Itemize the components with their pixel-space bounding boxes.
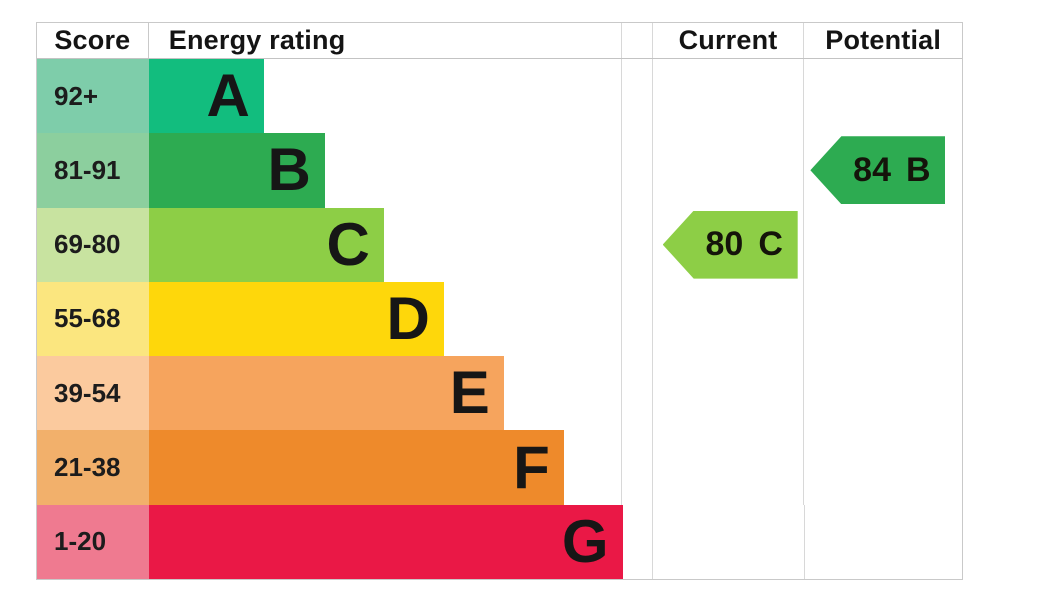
potential-rating-cell [805,505,962,579]
rating-row-e: 39-54 E [37,356,962,431]
header-score: Score [37,23,149,58]
header-energy-rating: Energy rating [149,23,622,58]
current-rating-cell [653,356,805,431]
potential-rating-letter: B [905,150,931,189]
rating-bar: B [148,133,325,208]
rating-bar: D [148,281,444,357]
score-range-label: 69-80 [37,207,149,282]
rating-bar: F [148,430,564,505]
rating-row-c: 69-80 C 80 C [37,207,962,282]
score-range-label: 81-91 [37,133,149,208]
potential-rating-cell [804,356,962,430]
spacer-cell [622,430,653,505]
potential-rating-arrow: 84 B [810,136,946,205]
rating-letter: C [326,210,370,278]
rating-bar: G [148,504,623,579]
table-header: Score Energy rating Current Potential [37,23,962,59]
rating-letter: F [513,433,550,501]
header-potential: Potential [825,25,942,55]
score-range-label: 21-38 [37,430,149,505]
current-rating-cell [653,504,805,579]
potential-rating-cell [804,282,962,356]
spacer-cell [622,281,653,357]
rating-row-f: 21-38 F [37,430,962,505]
score-range-label: 1-20 [37,504,149,579]
spacer-cell [622,356,653,431]
rating-bar-cell: D [148,281,622,357]
spacer-cell [623,504,654,579]
rating-letter: G [561,507,609,575]
rating-bar-cell: B [148,133,622,208]
spacer-cell [622,59,653,134]
current-rating-value: 80 [705,225,744,264]
rating-row-d: 55-68 D [37,281,962,357]
current-rating-arrow: 80 C [662,210,798,279]
potential-rating-cell [804,430,962,504]
rating-bar-cell: F [148,430,622,505]
current-rating-letter: C [758,225,783,264]
rating-bar-cell: E [148,356,622,431]
rating-row-b: 81-91 B 84 B [37,133,962,208]
spacer-cell [622,133,653,208]
header-current: Current [653,23,805,58]
rating-rows: 92+ A 81-91 B 84 B 69-80 C 80 C [37,59,962,579]
rating-row-a: 92+ A [37,59,962,134]
rating-letter: A [206,62,250,130]
score-range-label: 92+ [37,59,149,134]
epc-rating-chart: Score Energy rating Current Potential 92… [36,22,963,580]
score-range-label: 39-54 [37,356,149,431]
rating-bar-cell: C [148,207,622,282]
rating-bar: A [148,59,264,134]
rating-row-g: 1-20 G [37,504,962,579]
current-rating-cell: 80 C [653,207,805,282]
rating-bar: C [148,207,384,282]
rating-bar-cell: A [148,59,622,134]
current-rating-cell [653,59,805,134]
rating-letter: B [267,136,311,204]
potential-rating-cell: 84 B [804,133,962,207]
rating-bar: E [148,356,504,431]
rating-letter: D [386,284,430,352]
potential-rating-cell [804,59,962,133]
current-rating-cell [653,430,805,505]
header-spacer [622,23,653,58]
score-range-label: 55-68 [37,281,149,357]
spacer-cell [622,207,653,282]
current-rating-cell [653,281,805,357]
rating-letter: E [449,359,490,427]
potential-rating-cell [804,208,962,282]
current-rating-cell [653,133,805,208]
rating-bar-cell: G [148,504,623,579]
potential-rating-value: 84 [853,150,891,189]
